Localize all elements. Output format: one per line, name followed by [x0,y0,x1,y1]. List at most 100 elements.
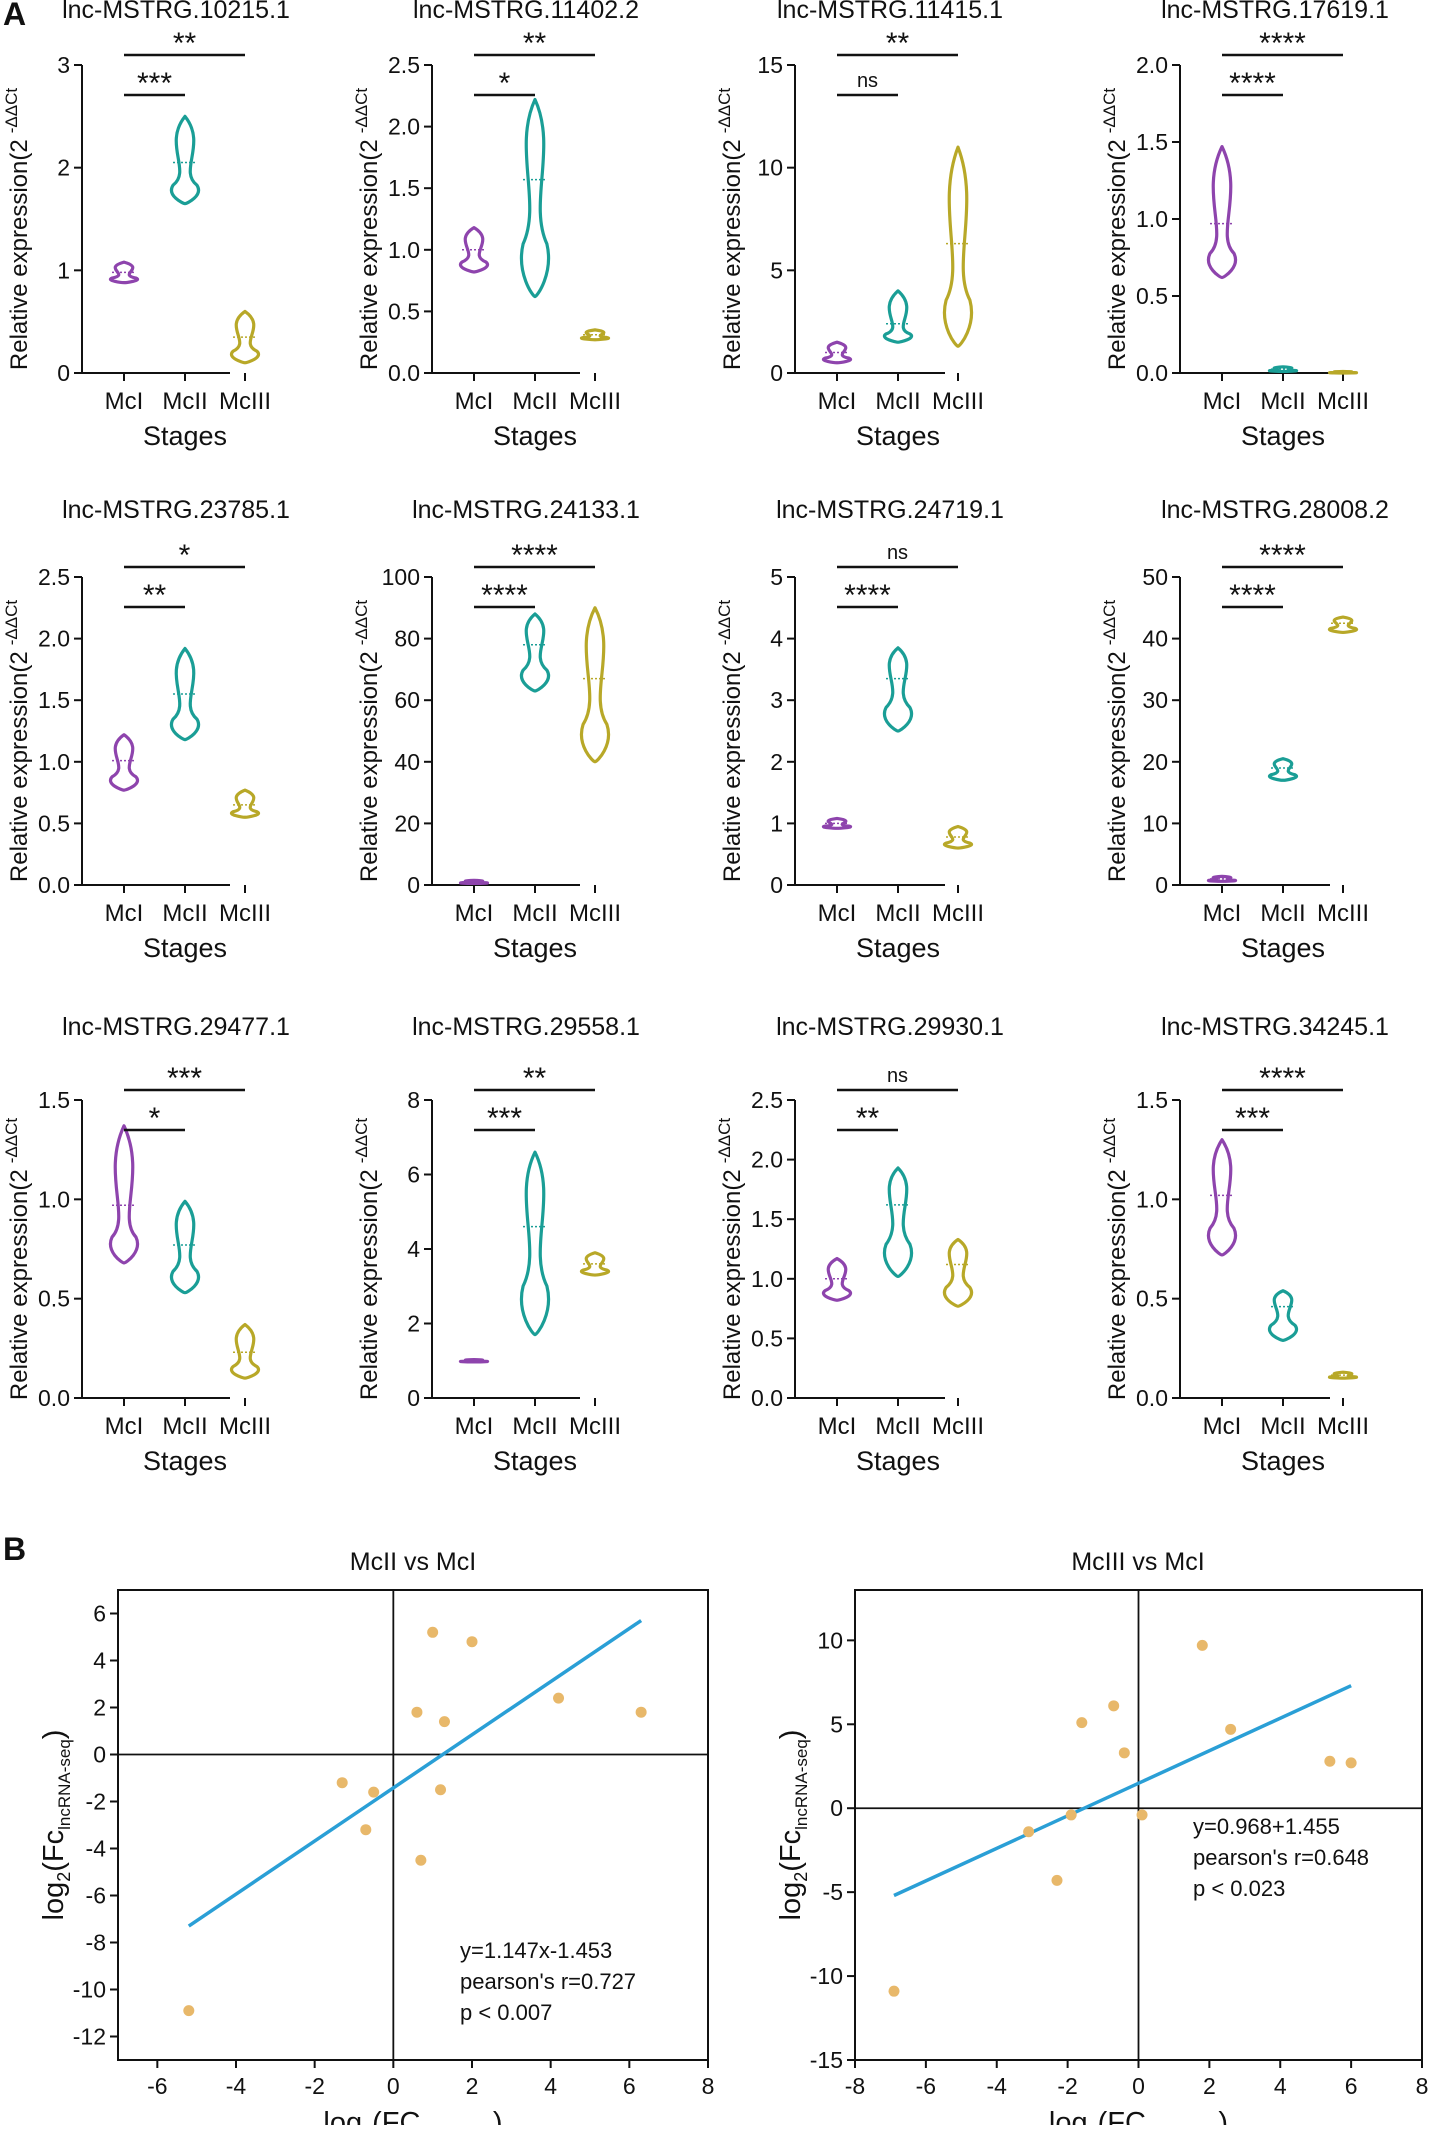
violin-plot: lnc-MSTRG.23785.1 0.0 0.5 1.0 1.5 2.0 2.5 McI Mc… [2,496,290,963]
data-point [1324,1755,1336,1767]
x-tick-label: McIII [569,900,621,927]
stat-text: pearson's r=0.648 [1193,1845,1369,1870]
x-axis-label: Stages [493,421,577,451]
x-tick-label: McIII [219,900,271,927]
x-tick-label: McII [162,900,207,927]
violin-McI [821,1256,853,1302]
regression-line [893,1684,1352,1898]
y-tick-label: 0 [57,360,70,386]
x-tick-label: McI [105,900,144,927]
violin-McI [108,733,140,792]
violin-plot: lnc-MSTRG.10215.1 0 1 2 3 McI McII McIII Stages R… [2,0,290,451]
x-tick-label: -6 [916,2073,936,2099]
x-tick-label: McI [455,1413,494,1440]
data-point [635,1706,647,1718]
y-tick-label: 4 [770,626,783,652]
x-tick-label: McI [105,388,144,415]
x-tick-label: 6 [1345,2073,1358,2099]
data-point [1345,1757,1357,1769]
plot-title: lnc-MSTRG.11415.1 [777,0,1003,24]
y-tick-label: 0 [770,360,783,386]
violin-McIII [229,309,261,365]
plot-title: lnc-MSTRG.24719.1 [776,496,1004,524]
violin-McIII [942,145,974,348]
violin-McII [169,646,201,742]
x-tick-label: 8 [1416,2073,1429,2099]
y-tick-label: -4 [86,1836,107,1862]
scatter-plot: McII vs McI -6 -4 -2 0 2 4 6 8 -12 -10 -8 -6 -4 -2 0 2 4 6… [38,1548,714,2130]
x-tick-label: McIII [932,900,984,927]
y-tick-label: 1.5 [38,687,70,713]
data-point [415,1854,427,1866]
y-tick-label: 0 [407,1385,420,1411]
y-tick-label: -2 [86,1789,106,1815]
plot-title: lnc-MSTRG.11402.2 [413,0,639,24]
violin-McII [882,289,914,344]
x-tick-label: McIII [219,1413,271,1440]
panel-label-b: B [3,1531,26,1567]
data-point [1118,1747,1130,1759]
data-point [1065,1809,1077,1821]
data-point [183,2005,195,2017]
y-tick-label: 3 [770,687,783,713]
significance-label: *** [167,1062,202,1095]
plot-title: lnc-MSTRG.34245.1 [1161,1013,1389,1041]
significance-label: * [499,67,511,100]
violin-McII [169,1199,201,1295]
y-tick-label: 30 [1142,687,1168,713]
y-tick-label: 20 [394,810,420,836]
x-tick-label: McII [162,388,207,415]
y-tick-label: 1.5 [1136,1087,1168,1113]
significance-label: ** [523,1062,547,1095]
violin-plot: lnc-MSTRG.24133.1 0 20 40 60 80 100 McI McII McII… [352,496,640,963]
y-tick-label: 1.0 [38,1186,70,1212]
y-tick-label: 4 [93,1648,106,1674]
x-tick-label: McII [875,1413,920,1440]
y-tick-label: 6 [93,1601,106,1627]
y-tick-label: 1.0 [388,237,420,263]
significance-label: **** [1259,539,1306,572]
y-tick-label: 2.0 [751,1147,783,1173]
y-tick-label: 0 [407,872,420,898]
y-axis-label: Relative expression(2-ΔΔCt [1100,600,1131,882]
y-tick-label: -5 [823,1879,843,1905]
y-tick-label: 1.0 [1136,1186,1168,1212]
plot-title: lnc-MSTRG.10215.1 [62,0,290,24]
panel-label-a: A [3,0,26,32]
data-point [427,1626,439,1638]
violin-McIII [1327,615,1359,635]
y-axis-label: log2(FclncRNA-seq) [775,1730,811,1921]
y-tick-label: 10 [1142,810,1168,836]
y-tick-label: 1.0 [38,749,70,775]
y-tick-label: 2.0 [388,114,420,140]
y-axis-label: Relative expression(2-ΔΔCt [2,88,33,370]
x-tick-label: McI [818,900,857,927]
violin-McIII [229,1322,261,1380]
violin-McI [821,340,853,365]
x-tick-label: 0 [387,2073,400,2099]
y-tick-label: 20 [1142,749,1168,775]
x-axis-label: Stages [1241,933,1325,963]
data-point [336,1777,348,1789]
y-axis-label: Relative expression(2-ΔΔCt [715,88,746,370]
plot-title: lnc-MSTRG.24133.1 [412,496,640,524]
x-axis-label: Stages [493,933,577,963]
significance-label: **** [1259,1062,1306,1095]
x-tick-label: McII [512,388,557,415]
y-tick-label: 1.5 [388,175,420,201]
significance-label: ** [856,1102,880,1135]
y-tick-label: 0.5 [38,810,70,836]
x-tick-label: McI [455,388,494,415]
y-tick-label: 60 [394,687,420,713]
y-tick-label: 6 [407,1162,420,1188]
x-axis-label: Stages [1241,421,1325,451]
data-point [368,1786,380,1798]
violin-McI [108,1124,140,1265]
y-tick-label: 2 [407,1311,420,1337]
violin-McII [882,646,914,733]
x-tick-label: McIII [932,388,984,415]
y-tick-label: 0.5 [751,1325,783,1351]
significance-label: ns [887,1065,908,1087]
y-tick-label: -8 [86,1930,106,1956]
